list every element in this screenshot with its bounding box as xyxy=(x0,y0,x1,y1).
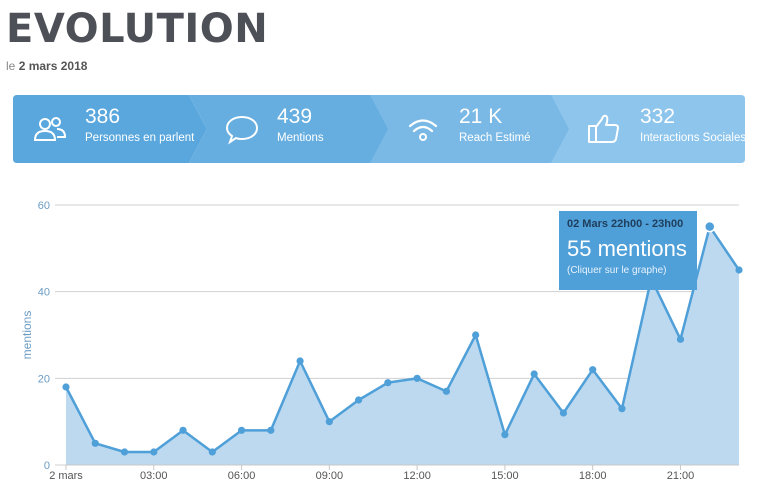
highlighted-point xyxy=(703,220,716,233)
data-point xyxy=(179,426,187,434)
data-point xyxy=(62,383,70,391)
data-point xyxy=(237,426,246,434)
kpi-interactions[interactable]: 332 Interactions Sociales xyxy=(551,95,747,163)
data-point xyxy=(589,366,597,374)
date-prefix: le xyxy=(6,59,16,73)
kpi-mentions-value: 439 xyxy=(277,105,313,128)
data-point xyxy=(208,448,216,456)
tooltip-value: 55 mentions xyxy=(567,236,687,261)
x-tick-label: 06:00 xyxy=(228,470,256,482)
x-tick-label: 09:00 xyxy=(316,470,344,482)
kpi-background xyxy=(189,95,389,163)
chart-tooltip: 02 Mars 22h00 - 23h00 55 mentions (Cliqu… xyxy=(559,211,697,290)
kpi-reach-label: Reach Estimé xyxy=(459,132,531,144)
kpi-people-label: Personnes en parlent xyxy=(85,132,195,144)
data-point xyxy=(120,448,129,456)
y-tick-label: 40 xyxy=(38,287,50,299)
kpi-background xyxy=(13,95,207,163)
date-value: 2 mars 2018 xyxy=(18,59,88,73)
y-tick-label: 60 xyxy=(38,200,50,212)
x-tick-label: 15:00 xyxy=(491,470,519,482)
kpi-mentions[interactable]: 439 Mentions xyxy=(189,95,389,163)
data-point xyxy=(472,331,480,339)
data-point xyxy=(150,448,158,456)
kpi-reach[interactable]: 21 K Reach Estimé xyxy=(370,95,570,163)
kpi-mentions-label: Mentions xyxy=(277,132,324,144)
people-icon xyxy=(33,117,67,141)
data-point xyxy=(676,335,685,343)
kpi-people-value: 386 xyxy=(85,105,121,128)
page-title: EVOLUTION xyxy=(6,6,269,52)
kpi-interactions-label: Interactions Sociales xyxy=(640,132,747,144)
kpi-background xyxy=(551,95,745,163)
tooltip-hint: (Cliquer sur le graphe) xyxy=(567,265,667,276)
series-line xyxy=(64,225,741,454)
data-point xyxy=(384,379,392,387)
x-tick-label: 03:00 xyxy=(140,470,168,482)
wifi-icon xyxy=(408,119,438,141)
speech-bubble-icon xyxy=(225,115,259,145)
kpi-people[interactable]: 386 Personnes en parlent xyxy=(13,95,207,163)
x-tick-label: 12:00 xyxy=(403,470,431,482)
data-point xyxy=(91,439,99,447)
data-point xyxy=(325,418,333,426)
data-point xyxy=(413,374,421,382)
data-point xyxy=(355,396,363,404)
data-point xyxy=(735,266,743,274)
tooltip-header: 02 Mars 22h00 - 23h00 xyxy=(567,218,684,230)
mentions-area-chart[interactable]: 0 20 40 60 mentions 2 mars 03:00 06:00 09:00 12:0… xyxy=(0,180,758,488)
y-tick-label: 0 xyxy=(44,460,50,472)
kpi-interactions-value: 332 xyxy=(640,105,676,128)
kpi-reach-value: 21 K xyxy=(459,105,503,128)
area-fill xyxy=(66,226,739,465)
data-point xyxy=(442,387,450,395)
data-point xyxy=(530,370,538,378)
data-point xyxy=(267,426,275,434)
thumbs-up-icon xyxy=(588,114,619,143)
x-tick-label: 2 mars xyxy=(49,470,83,482)
y-tick-label: 20 xyxy=(38,373,50,385)
data-point xyxy=(618,405,626,413)
x-tick-label: 18:00 xyxy=(579,470,607,482)
date-subtitle: le 2 mars 2018 xyxy=(6,59,87,73)
x-tick-label: 21:00 xyxy=(667,470,695,482)
kpi-background xyxy=(370,95,570,163)
data-point xyxy=(501,431,509,439)
kpi-bar: 386 Personnes en parlent 439 Mentions 21… xyxy=(13,95,747,163)
y-axis-label: mentions xyxy=(20,311,34,360)
data-point xyxy=(296,357,304,365)
data-point xyxy=(559,409,568,417)
